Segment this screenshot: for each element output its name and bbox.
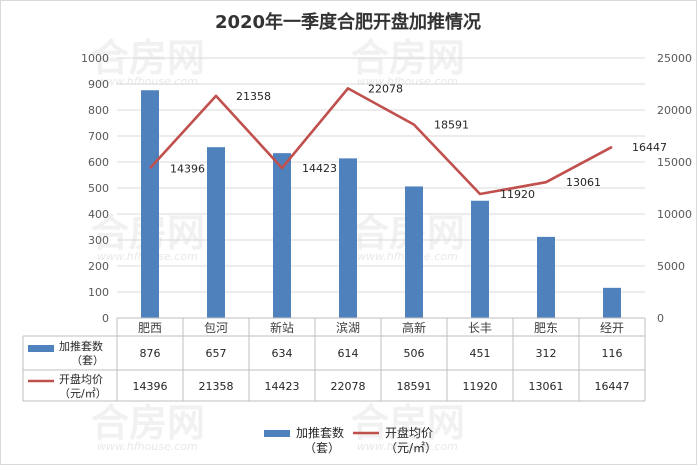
- left-axis-ticks: 0 100 200 300 400 500 600 700 800 900 1000: [81, 52, 109, 325]
- chart-title: 2020年一季度合肥开盘加推情况: [215, 11, 481, 33]
- right-axis-ticks: 0 5000 10000 15000 20000 25000: [657, 52, 692, 325]
- table-cell-price: 14423: [265, 380, 300, 393]
- left-axis-tick-label: 500: [88, 182, 109, 195]
- right-axis-tick-label: 20000: [657, 104, 692, 117]
- right-axis-tick-label: 25000: [657, 52, 692, 65]
- left-axis-tick-label: 400: [88, 208, 109, 221]
- watermark-url: www.hfhouse.com: [97, 75, 198, 88]
- bar-series: [141, 90, 621, 319]
- watermark-text: 合房网: [351, 401, 465, 445]
- right-axis-tick-label: 15000: [657, 156, 692, 169]
- line-data-label: 14423: [302, 162, 337, 175]
- price-line: [149, 87, 613, 196]
- left-axis-tick-label: 0: [102, 312, 109, 325]
- bar: [603, 287, 621, 318]
- table-cell-price: 22078: [331, 380, 366, 393]
- table-cell-units: 451: [470, 347, 491, 360]
- legend: 加推套数（套） 开盘均价（元/㎡）: [264, 425, 437, 455]
- left-axis-tick-label: 1000: [81, 52, 109, 65]
- right-axis-tick-label: 10000: [657, 208, 692, 221]
- table-cell-units: 657: [206, 347, 227, 360]
- category-label: 高新: [402, 320, 426, 335]
- left-axis-tick-label: 800: [88, 104, 109, 117]
- bar: [405, 186, 423, 318]
- table-cell-price: 11920: [463, 380, 498, 393]
- line-data-label: 14396: [170, 162, 205, 175]
- row-header-price-unit: （元/㎡）: [59, 387, 107, 400]
- data-table: 肥西 876 14396 包河 657 21358 新站 634 14423 滨湖 614 22078…: [22, 317, 646, 402]
- legend-swatch-bar: [264, 430, 290, 437]
- left-axis-tick-label: 700: [88, 130, 109, 143]
- legend-label-bar-unit: （套）: [304, 441, 340, 455]
- right-axis-tick-label: 5000: [657, 260, 685, 273]
- table-cell-units: 506: [404, 347, 425, 360]
- bar: [339, 158, 357, 318]
- table-cell-units: 876: [140, 347, 161, 360]
- row-header-units-unit: （套）: [71, 354, 104, 367]
- left-axis-tick-label: 100: [88, 286, 109, 299]
- left-axis-tick-label: 600: [88, 156, 109, 169]
- left-axis-tick-label: 200: [88, 260, 109, 273]
- bar: [141, 90, 159, 319]
- row-key-bar: [28, 345, 54, 352]
- table-cell-price: 18591: [397, 380, 432, 393]
- bar: [537, 236, 555, 318]
- legend-label-bar: 加推套数: [296, 425, 344, 440]
- line-data-label: 11920: [500, 188, 535, 201]
- table-cell-price: 14396: [133, 380, 168, 393]
- table-cell-price: 13061: [529, 380, 564, 393]
- watermark-url: www.hfhouse.com: [357, 440, 458, 453]
- watermark-url: www.hfhouse.com: [357, 75, 458, 88]
- category-label: 经开: [600, 321, 624, 335]
- line-data-label: 16447: [632, 141, 667, 154]
- category-label: 肥西: [138, 321, 162, 335]
- bar: [207, 147, 225, 318]
- category-label: 长丰: [468, 321, 492, 335]
- watermark-text: 合房网: [91, 401, 205, 445]
- table-cell-price: 21358: [199, 380, 234, 393]
- row-header-units: 加推套数: [59, 339, 103, 353]
- table-cell-units: 634: [272, 347, 293, 360]
- line-data-label: 21358: [236, 90, 271, 103]
- bar: [273, 153, 291, 318]
- bar: [471, 200, 489, 318]
- left-axis-tick-label: 300: [88, 234, 109, 247]
- left-axis-tick-label: 900: [88, 78, 109, 91]
- right-axis-tick-label: 0: [657, 312, 664, 325]
- table-cell-units: 614: [338, 347, 359, 360]
- line-data-label: 18591: [434, 119, 469, 132]
- category-label: 新站: [270, 320, 294, 335]
- category-label: 滨湖: [336, 320, 360, 335]
- table-cell-units: 312: [536, 347, 557, 360]
- row-header-price: 开盘均价: [59, 372, 103, 386]
- line-series: 14396 21358 14423 22078 18591 11920 13061 16447: [149, 82, 667, 201]
- table-cell-price: 16447: [595, 380, 630, 393]
- watermark-url: www.hfhouse.com: [97, 440, 198, 453]
- legend-label-line-unit: （元/㎡）: [385, 441, 437, 455]
- line-data-label: 13061: [566, 176, 601, 189]
- legend-label-line: 开盘均价: [385, 425, 433, 440]
- category-label: 肥东: [534, 321, 558, 335]
- table-cell-units: 116: [602, 347, 623, 360]
- line-data-label: 22078: [368, 82, 403, 95]
- category-label: 包河: [204, 321, 228, 335]
